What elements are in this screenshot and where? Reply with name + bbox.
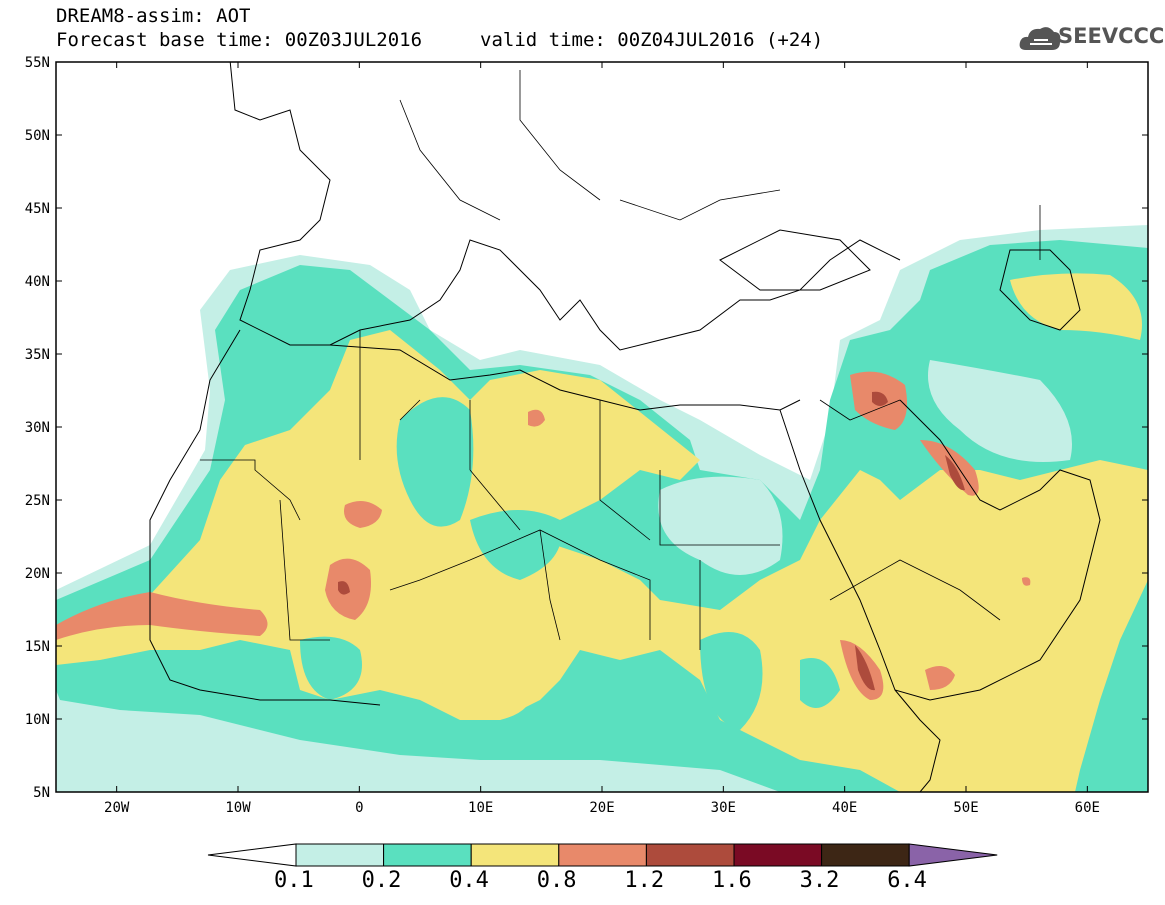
aot-band-1.2 xyxy=(945,455,965,491)
lon-label: 20W xyxy=(104,800,130,816)
lat-label: 20N xyxy=(25,566,50,582)
colorbar-label: 0.8 xyxy=(536,868,577,893)
aot-band-0.4 xyxy=(430,672,532,720)
lat-label: 15N xyxy=(25,639,50,655)
coastline-north-africa xyxy=(329,344,801,411)
logo-text: SEEVCCC xyxy=(1058,24,1165,48)
latitude-axis: 55N 50N 45N 40N 35N 30N 25N 20N 15N 10N 5N xyxy=(25,55,1148,801)
aot-band-1.2 xyxy=(338,581,350,595)
colorbar-label: 0.2 xyxy=(361,868,402,893)
colorbar-arrow-low xyxy=(207,843,297,867)
lon-label: 40E xyxy=(832,800,857,816)
aot-band-0.8 xyxy=(925,666,955,690)
lat-label: 40N xyxy=(25,274,50,290)
aot-hole xyxy=(300,636,362,700)
forecast-base-time: Forecast base time: 00Z03JUL2016 xyxy=(56,29,423,51)
aot-band-0.8 xyxy=(344,501,382,528)
cloud-icon xyxy=(1019,27,1061,50)
colorbar-segment xyxy=(558,843,647,867)
aot-contours xyxy=(56,225,1148,792)
aot-hole xyxy=(396,397,474,527)
map-title: DREAM8-assim: AOT xyxy=(56,5,251,27)
valid-time: valid time: 00Z04JUL2016 (+24) xyxy=(480,29,824,51)
lat-label: 45N xyxy=(25,201,50,217)
colorbar-arrow-high xyxy=(908,843,998,867)
colorbar-segment xyxy=(733,843,823,867)
colorbar-label: 3.2 xyxy=(799,868,840,893)
longitude-axis: 20W 10W 0 10E 20E 30E 40E 50E 60E xyxy=(104,62,1100,816)
lat-label: 55N xyxy=(25,55,50,71)
lat-label: 50N xyxy=(25,128,50,144)
lon-label: 30E xyxy=(711,800,736,816)
country-borders xyxy=(200,70,1041,650)
colorbar-label: 1.2 xyxy=(624,868,665,893)
coastlines xyxy=(149,62,1101,792)
aot-hole xyxy=(700,632,763,730)
lon-label: 10W xyxy=(225,800,251,816)
coastline-africa-horn xyxy=(894,689,941,792)
aot-band-0.8 xyxy=(56,592,268,640)
coastline-europe xyxy=(229,62,901,351)
lat-label: 30N xyxy=(25,420,50,436)
aot-patch-low xyxy=(658,476,783,575)
coastline-red-sea xyxy=(779,399,1101,701)
colorbar-segment xyxy=(821,843,910,867)
lat-label: 25N xyxy=(25,493,50,509)
aot-band-0.4 xyxy=(1010,273,1142,340)
colorbar-label: 1.6 xyxy=(712,868,752,893)
aot-patch-low xyxy=(928,360,1072,462)
colorbar-segment xyxy=(295,843,385,867)
aot-hole xyxy=(800,658,840,708)
colorbar-label: 0.1 xyxy=(274,868,314,893)
colorbar xyxy=(207,843,998,867)
lat-label: 5N xyxy=(33,785,50,801)
aot-band-0.8 xyxy=(528,409,545,427)
colorbar-label: 6.4 xyxy=(887,868,927,893)
colorbar-segment xyxy=(645,843,735,867)
colorbar-segment xyxy=(383,843,472,867)
colorbar-segment xyxy=(470,843,560,867)
lat-label: 35N xyxy=(25,347,50,363)
lon-label: 0 xyxy=(355,800,363,816)
aot-hole xyxy=(470,510,562,580)
lon-label: 60E xyxy=(1075,800,1100,816)
aot-band-0.8 xyxy=(1022,577,1031,586)
lon-label: 10E xyxy=(468,800,493,816)
colorbar-label: 0.4 xyxy=(449,868,489,893)
aot-band-1.2 xyxy=(855,645,875,691)
coastline-black-sea xyxy=(719,229,871,291)
aot-band-1.2 xyxy=(872,391,888,406)
lon-label: 20E xyxy=(589,800,614,816)
coastline-africa xyxy=(149,329,381,706)
lat-label: 10N xyxy=(25,712,50,728)
lon-label: 50E xyxy=(953,800,978,816)
coastline-caspian xyxy=(999,249,1081,331)
